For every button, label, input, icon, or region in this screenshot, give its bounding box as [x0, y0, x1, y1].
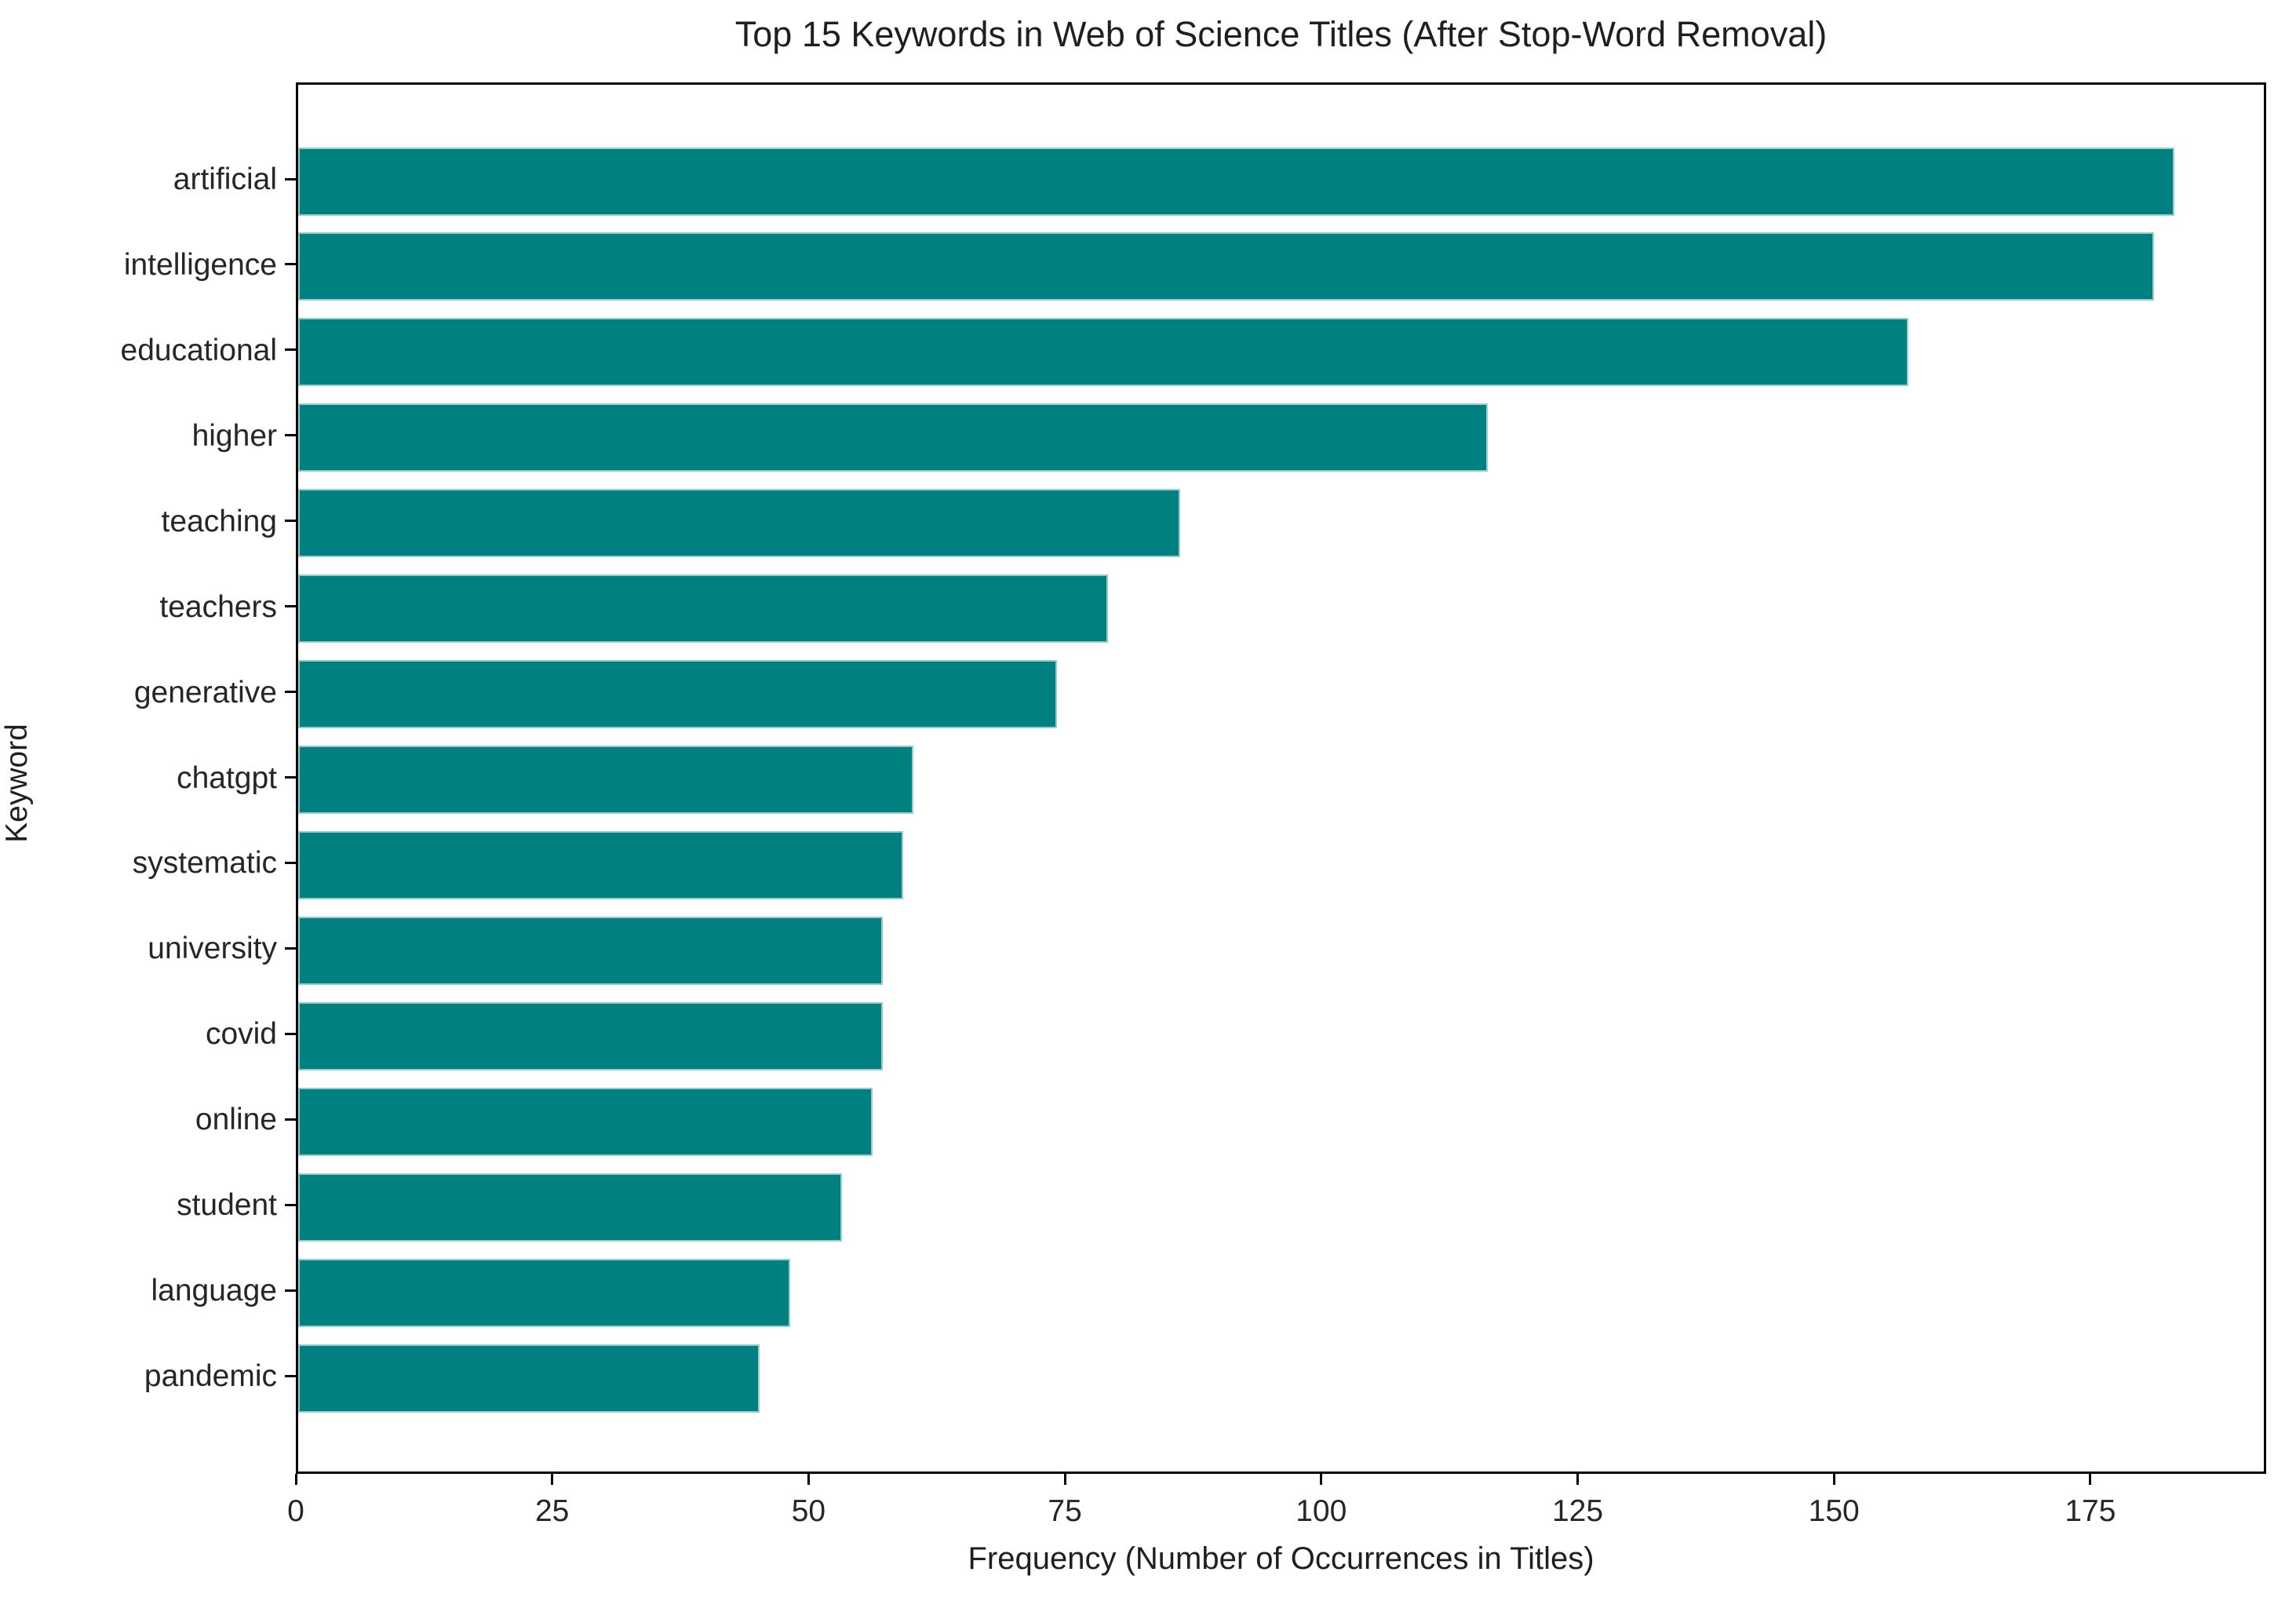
chart-title: Top 15 Keywords in Web of Science Titles… — [734, 14, 1828, 54]
bar-university — [298, 916, 883, 985]
y-tick-mark — [285, 946, 296, 950]
x-tick-mark — [807, 1474, 810, 1485]
y-tick-mark — [285, 434, 296, 437]
bar-online — [298, 1087, 873, 1156]
y-tick-label-university: university — [148, 932, 277, 966]
x-tick-label-50: 50 — [791, 1494, 826, 1528]
y-tick-label-online: online — [195, 1103, 277, 1137]
x-tick-mark — [1320, 1474, 1323, 1485]
bar-student — [298, 1172, 842, 1242]
y-tick-label-language: language — [151, 1274, 278, 1308]
y-tick-mark — [285, 1374, 296, 1377]
bar-language — [298, 1258, 790, 1327]
y-tick-label-student: student — [177, 1188, 277, 1223]
y-tick-mark — [285, 1032, 296, 1035]
x-tick-label-25: 25 — [534, 1494, 570, 1528]
bar-generative — [298, 660, 1057, 729]
x-tick-label-175: 175 — [2065, 1494, 2116, 1528]
bar-teachers — [298, 574, 1108, 644]
x-tick-mark — [1576, 1474, 1579, 1485]
x-tick-mark — [1832, 1474, 1835, 1485]
plot-area — [296, 82, 2266, 1474]
bar-artificial — [298, 147, 2174, 216]
x-tick-label-125: 125 — [1551, 1494, 1604, 1528]
y-tick-label-educational: educational — [120, 333, 278, 367]
y-tick-label-covid: covid — [205, 1017, 277, 1052]
bar-pandemic — [298, 1344, 760, 1413]
x-tick-label-75: 75 — [1048, 1494, 1082, 1528]
x-tick-mark — [2089, 1474, 2092, 1485]
y-tick-mark — [285, 1289, 296, 1292]
y-tick-label-intelligence: intelligence — [123, 247, 277, 282]
y-tick-mark — [285, 691, 296, 694]
y-tick-label-teachers: teachers — [159, 589, 277, 624]
y-tick-mark — [285, 605, 296, 608]
bar-covid — [298, 1001, 883, 1070]
x-tick-label-150: 150 — [1808, 1494, 1860, 1528]
x-tick-mark — [551, 1474, 554, 1485]
y-tick-label-higher: higher — [191, 418, 277, 453]
y-tick-label-artificial: artificial — [173, 162, 277, 196]
x-tick-label-100: 100 — [1296, 1494, 1347, 1528]
bar-higher — [298, 403, 1488, 472]
y-tick-mark — [285, 776, 296, 779]
y-tick-mark — [285, 1118, 296, 1121]
bar-systematic — [298, 830, 903, 899]
y-tick-label-generative: generative — [133, 675, 277, 709]
y-tick-mark — [285, 348, 296, 352]
y-tick-mark — [285, 263, 296, 266]
y-tick-mark — [285, 177, 296, 181]
bar-educational — [298, 318, 1908, 387]
x-tick-mark — [294, 1474, 297, 1485]
y-tick-label-systematic: systematic — [132, 846, 277, 881]
y-tick-label-teaching: teaching — [161, 504, 277, 538]
bar-intelligence — [298, 232, 2154, 301]
bar-chatgpt — [298, 746, 913, 814]
x-tick-label-0: 0 — [287, 1494, 304, 1528]
x-tick-mark — [1063, 1474, 1066, 1485]
bar-teaching — [298, 489, 1180, 558]
y-tick-label-chatgpt: chatgpt — [177, 760, 277, 795]
x-axis-label: Frequency (Number of Occurrences in Titl… — [968, 1541, 1594, 1576]
y-tick-mark — [285, 1203, 296, 1206]
y-tick-mark — [285, 861, 296, 864]
y-tick-mark — [285, 520, 296, 523]
y-tick-label-pandemic: pandemic — [144, 1359, 277, 1394]
